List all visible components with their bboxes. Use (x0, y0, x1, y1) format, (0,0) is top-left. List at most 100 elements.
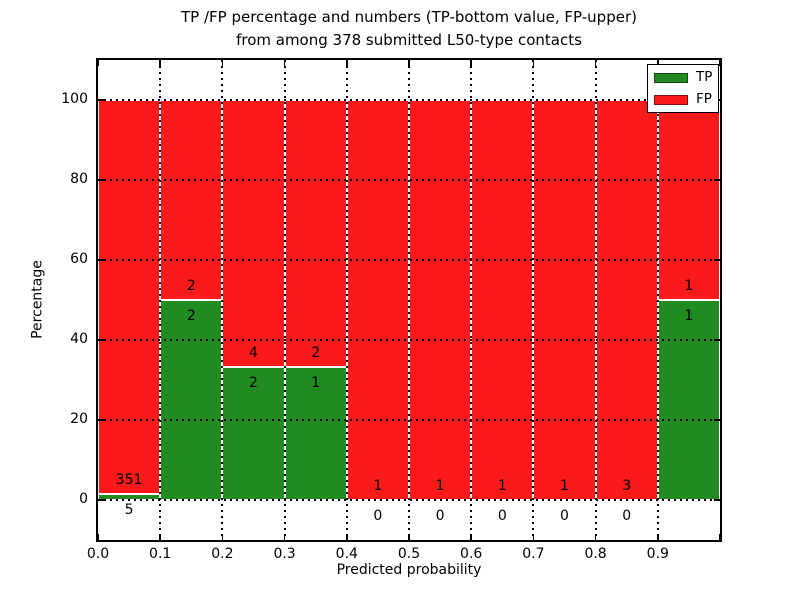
x-gridline (594, 60, 597, 540)
tp-count-label: 0 (560, 508, 569, 524)
y-gridline (98, 179, 720, 181)
legend-entry-fp: FP (654, 92, 712, 107)
x-gridline (656, 60, 659, 540)
x-tick-label: 0.6 (460, 546, 483, 562)
x-tick-mark (97, 534, 99, 540)
x-tick-label: 0.8 (584, 546, 607, 562)
fp-count-label: 1 (560, 478, 569, 494)
bar-segment-fp (409, 100, 472, 500)
x-tick-mark (159, 534, 161, 540)
fp-count-label: 3 (622, 478, 632, 494)
x-tick-mark (719, 60, 721, 66)
plot-area: 351 5 2 2 4 2 2 1 1 0 1 0 1 0 1 0 3 0 1 1 0.0 0.1 0.2 0.3 0.4 0.… (30, 58, 722, 578)
x-tick-mark (408, 534, 410, 540)
x-tick-mark (159, 60, 161, 66)
x-tick-mark (532, 534, 535, 540)
y-tick-mark (714, 419, 720, 421)
x-axis-label: Predicted probability (336, 562, 482, 578)
tp-count-label: 0 (373, 508, 383, 524)
x-tick-mark (283, 60, 286, 66)
y-axis-label: Percentage (29, 260, 46, 339)
x-tick-label: 0.3 (273, 546, 296, 562)
tp-count-label: 0 (497, 508, 507, 524)
x-tick-mark (408, 60, 410, 66)
tp-count-label: 0 (435, 508, 445, 524)
x-tick-mark (594, 534, 597, 540)
x-tick-mark (470, 60, 472, 66)
y-gridline (98, 339, 720, 341)
x-tick-mark (657, 60, 659, 66)
x-tick-mark (221, 60, 224, 66)
bar-segment-fp (160, 100, 223, 300)
x-gridline (470, 60, 473, 540)
y-tick-label: 100 (61, 91, 88, 107)
x-tick-mark (470, 534, 472, 540)
y-tick-label: 80 (70, 171, 88, 187)
fp-count-label: 1 (684, 278, 694, 294)
bar-segment-tp (657, 300, 720, 500)
x-tick-label: 0.9 (646, 546, 669, 562)
fp-count-label: 1 (373, 478, 383, 494)
x-tick-label: 0.1 (149, 546, 172, 562)
fp-count-label: 4 (249, 344, 258, 361)
x-gridline (345, 60, 348, 540)
legend-label-fp: FP (696, 91, 712, 107)
x-gridline (408, 60, 410, 540)
legend-swatch-fp-icon (654, 94, 688, 105)
x-tick-mark (97, 60, 99, 66)
bar-segment-fp (222, 100, 285, 367)
legend-entry-tp: TP (654, 70, 712, 85)
y-tick-mark (714, 499, 720, 501)
x-tick-mark (346, 534, 348, 540)
x-gridline (283, 60, 286, 540)
y-tick-mark (714, 339, 720, 341)
y-tick-label: 60 (70, 251, 88, 267)
y-gridline (98, 99, 720, 101)
tp-count-label: 1 (311, 374, 321, 391)
tp-count-label: 2 (186, 308, 196, 324)
legend-swatch-tp-icon (654, 72, 688, 83)
fp-count-label: 2 (311, 344, 321, 361)
bar-segment-fp (595, 100, 658, 500)
x-tick-mark (346, 60, 348, 66)
x-tick-mark (283, 534, 286, 540)
chart-title-line2: from among 378 submitted L50-type contac… (236, 31, 582, 49)
y-tick-mark (98, 179, 104, 181)
fp-count-label: 2 (186, 278, 196, 294)
bar-segment-fp (657, 100, 720, 300)
bar-segment-fp (284, 100, 347, 367)
bar-segment-fp (98, 100, 161, 495)
tp-count-label: 1 (684, 308, 694, 324)
x-tick-mark (657, 534, 659, 540)
y-tick-mark (98, 499, 104, 501)
y-tick-label: 20 (70, 411, 88, 427)
bar-segment-tp (284, 366, 347, 500)
x-tick-label: 0.7 (522, 546, 545, 562)
y-tick-mark (98, 99, 104, 101)
y-tick-mark (98, 419, 104, 421)
y-gridline (98, 259, 720, 261)
bar-segment-fp (533, 100, 596, 500)
y-tick-label: 40 (70, 331, 88, 347)
tp-count-label: 0 (622, 508, 632, 524)
y-gridline (98, 499, 720, 501)
x-gridline (159, 60, 162, 540)
x-tick-mark (719, 534, 721, 540)
fp-count-label: 351 (115, 472, 143, 489)
x-tick-label: 0.5 (397, 546, 421, 562)
fp-count-label: 1 (435, 478, 445, 494)
tp-count-label: 2 (249, 374, 258, 391)
y-gridline (98, 419, 720, 421)
x-tick-label: 0.2 (211, 546, 234, 562)
legend: TP FP (647, 64, 720, 113)
bar-segment-fp (471, 100, 534, 500)
y-tick-mark (98, 259, 104, 261)
x-tick-mark (532, 60, 535, 66)
x-tick-label: 0.0 (86, 546, 110, 562)
fp-count-label: 1 (497, 478, 507, 494)
y-tick-label: 0 (79, 491, 88, 507)
x-gridline (532, 60, 535, 540)
tp-count-label: 5 (124, 502, 134, 519)
bar-segment-fp (346, 100, 409, 500)
